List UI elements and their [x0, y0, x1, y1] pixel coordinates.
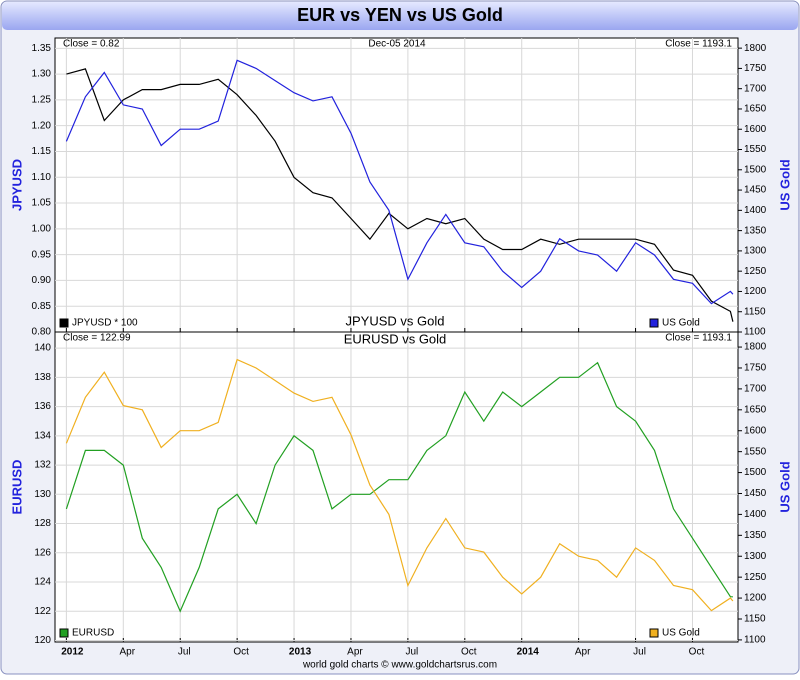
close-left: Close = 122.99 [63, 333, 131, 344]
y-tick-label: 120 [34, 635, 51, 646]
y2-tick-label: 1650 [744, 104, 767, 115]
close-right: Close = 1193.1 [665, 333, 732, 344]
legend-label: EURUSD [72, 628, 114, 639]
legend-label: US Gold [662, 628, 700, 639]
y2-tick-label: 1400 [744, 509, 767, 520]
x-tick-label: Jul [178, 647, 191, 658]
y2-tick-label: 1450 [744, 185, 767, 196]
y-tick-label: 0.95 [32, 249, 52, 260]
y-tick-label: 122 [34, 606, 51, 617]
y-tick-label: 0.85 [32, 301, 52, 312]
y-axis-title: JPYUSD [9, 159, 24, 211]
y2-tick-label: 1100 [744, 635, 766, 646]
y2-tick-label: 1750 [744, 363, 767, 374]
y2-tick-label: 1400 [744, 205, 767, 216]
y-tick-label: 1.15 [32, 146, 52, 157]
panel-title: JPYUSD vs Gold [346, 313, 445, 328]
y-tick-label: 1.10 [32, 172, 52, 183]
panel-title: EURUSD vs Gold [344, 331, 447, 346]
y-tick-label: 124 [34, 577, 51, 588]
legend-label: JPYUSD * 100 [72, 318, 138, 329]
y-tick-label: 130 [34, 489, 51, 500]
x-tick-label: Apr [347, 647, 363, 658]
y2-tick-label: 1200 [744, 593, 767, 604]
y2-tick-label: 1100 [744, 327, 766, 338]
y-tick-label: 132 [34, 460, 51, 471]
close-right: Close = 1193.1 [665, 39, 732, 50]
y-tick-label: 140 [34, 343, 51, 354]
x-tick-label: Oct [461, 647, 477, 658]
legend-swatch [59, 318, 69, 328]
series-line [65, 361, 733, 613]
x-tick-label: Oct [233, 647, 249, 658]
legend-swatch [649, 318, 659, 328]
y2-tick-label: 1650 [744, 404, 767, 415]
series-line [66, 68, 734, 322]
y2-axis-title: US Gold [777, 461, 792, 512]
y-tick-label: 1.05 [32, 198, 52, 209]
x-tick-label: Jul [633, 647, 646, 658]
y-tick-label: 136 [34, 401, 51, 412]
x-tick-label: Oct [689, 647, 705, 658]
y2-axis-title: US Gold [777, 159, 792, 210]
y2-tick-label: 1350 [744, 530, 767, 541]
y2-tick-label: 1350 [744, 225, 767, 236]
y2-tick-label: 1150 [744, 306, 766, 317]
y2-tick-label: 1800 [744, 43, 767, 54]
y2-tick-label: 1500 [744, 164, 767, 175]
y2-tick-label: 1250 [744, 266, 767, 277]
legend-swatch [649, 628, 659, 638]
y2-tick-label: 1200 [744, 286, 767, 297]
x-tick-label: Jul [405, 647, 418, 658]
y2-tick-label: 1700 [744, 83, 767, 94]
y2-tick-label: 1300 [744, 551, 767, 562]
y2-tick-label: 1600 [744, 124, 767, 135]
y-tick-label: 1.00 [32, 223, 52, 234]
x-tick-label: 2013 [289, 647, 312, 658]
y-tick-label: 0.90 [32, 275, 52, 286]
x-tick-label: Apr [120, 647, 136, 658]
legend-label: US Gold [662, 318, 700, 329]
close-left: Close = 0.82 [63, 39, 120, 50]
date-label: Dec-05 2014 [368, 39, 426, 50]
y2-tick-label: 1450 [744, 488, 767, 499]
page-title: EUR vs YEN vs US Gold [297, 5, 503, 25]
y-tick-label: 126 [34, 547, 51, 558]
y-tick-label: 1.35 [32, 43, 52, 54]
y-tick-label: 1.30 [32, 69, 52, 80]
y-tick-label: 134 [34, 430, 51, 441]
y-tick-label: 138 [34, 372, 51, 383]
series-line [65, 358, 734, 612]
y-tick-label: 1.25 [32, 95, 52, 106]
y2-tick-label: 1600 [744, 425, 767, 436]
series-line [65, 59, 734, 305]
footer: world gold charts © www.goldchartsrus.co… [302, 660, 497, 671]
x-tick-label: Apr [575, 647, 591, 658]
y2-tick-label: 1700 [744, 384, 767, 395]
y2-tick-label: 1550 [744, 446, 767, 457]
y2-tick-label: 1150 [744, 614, 766, 625]
y2-tick-label: 1500 [744, 467, 767, 478]
y-tick-label: 128 [34, 518, 51, 529]
x-tick-label: 2012 [61, 647, 84, 658]
title-bar [2, 2, 798, 30]
y2-tick-label: 1800 [744, 342, 767, 353]
y2-tick-label: 1750 [744, 63, 767, 74]
y-axis-title: EURUSD [9, 460, 24, 515]
y-tick-label: 1.20 [32, 120, 52, 131]
x-tick-label: 2014 [517, 647, 540, 658]
y2-tick-label: 1550 [744, 144, 767, 155]
y-tick-label: 0.80 [32, 327, 52, 338]
y2-tick-label: 1300 [744, 246, 767, 257]
legend-swatch [59, 628, 69, 638]
y2-tick-label: 1250 [744, 572, 767, 583]
